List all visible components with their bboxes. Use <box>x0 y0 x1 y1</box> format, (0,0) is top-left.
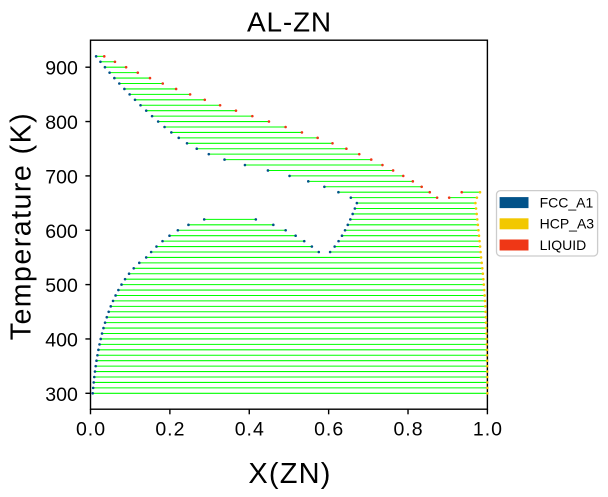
svg-text:700: 700 <box>45 166 78 188</box>
svg-text:600: 600 <box>45 221 78 243</box>
svg-text:400: 400 <box>45 329 78 351</box>
svg-text:0.6: 0.6 <box>314 418 344 440</box>
svg-text:0.4: 0.4 <box>235 418 265 440</box>
svg-text:0.8: 0.8 <box>393 418 423 440</box>
svg-text:900: 900 <box>45 58 78 80</box>
svg-text:500: 500 <box>45 275 78 297</box>
svg-text:FCC_A1: FCC_A1 <box>540 195 594 211</box>
svg-text:800: 800 <box>45 112 78 134</box>
svg-text:HCP_A3: HCP_A3 <box>540 216 595 232</box>
svg-text:1.0: 1.0 <box>473 418 503 440</box>
svg-text:300: 300 <box>45 384 78 406</box>
svg-text:0.0: 0.0 <box>76 418 106 440</box>
svg-text:X(ZN): X(ZN) <box>248 458 331 490</box>
svg-text:AL-ZN: AL-ZN <box>247 6 332 37</box>
svg-text:Temperature (K): Temperature (K) <box>6 112 38 340</box>
svg-text:LIQUID: LIQUID <box>540 237 587 253</box>
svg-text:0.2: 0.2 <box>155 418 185 440</box>
